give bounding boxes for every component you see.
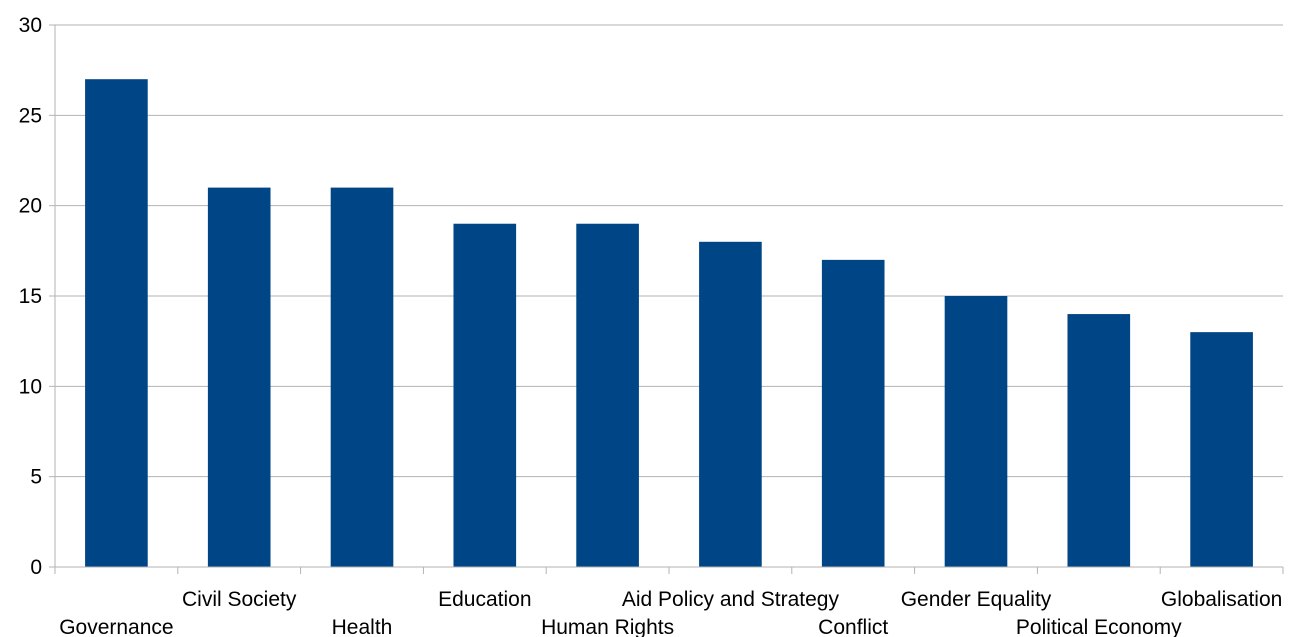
bar-civil-society <box>207 187 271 567</box>
y-tick-labels: 0 5 10 15 20 25 30 <box>19 14 42 579</box>
x-tick-label: Human Rights <box>541 616 674 637</box>
bar-governance <box>85 79 148 567</box>
x-tick-label: Gender Equality <box>901 588 1052 611</box>
x-tick-label: Health <box>332 616 393 637</box>
bar-education <box>453 223 517 567</box>
x-tick-labels: Governance Civil Society Health Education Hu… <box>59 588 1282 637</box>
y-tick-label: 25 <box>19 104 42 127</box>
x-tick-label: Aid Policy and Strategy <box>622 588 840 611</box>
y-tick-label: 15 <box>19 285 42 308</box>
y-tick-label: 5 <box>30 466 42 489</box>
bar-aid-policy-and-strategy <box>699 241 762 568</box>
x-tick-label: Education <box>438 588 531 611</box>
x-tick-label: Conflict <box>818 616 888 637</box>
y-tick-label: 30 <box>19 14 42 37</box>
x-tick-label: Political Economy <box>1016 616 1182 637</box>
y-tick-label: 0 <box>30 556 42 579</box>
axes <box>49 24 1284 574</box>
bar-gender-equality <box>944 296 1008 567</box>
y-tick-label: 10 <box>19 375 42 398</box>
bar-political-economy <box>1067 314 1131 567</box>
bar-conflict <box>821 259 885 567</box>
y-tick-label: 20 <box>19 195 42 218</box>
bar-globalisation <box>1190 332 1253 567</box>
bars <box>85 79 1253 568</box>
x-tick-label: Civil Society <box>182 588 297 611</box>
bar-human-rights <box>576 223 639 567</box>
x-tick-label: Governance <box>59 616 173 637</box>
x-tick-label: Globalisation <box>1161 588 1282 611</box>
bar-health <box>330 187 394 567</box>
